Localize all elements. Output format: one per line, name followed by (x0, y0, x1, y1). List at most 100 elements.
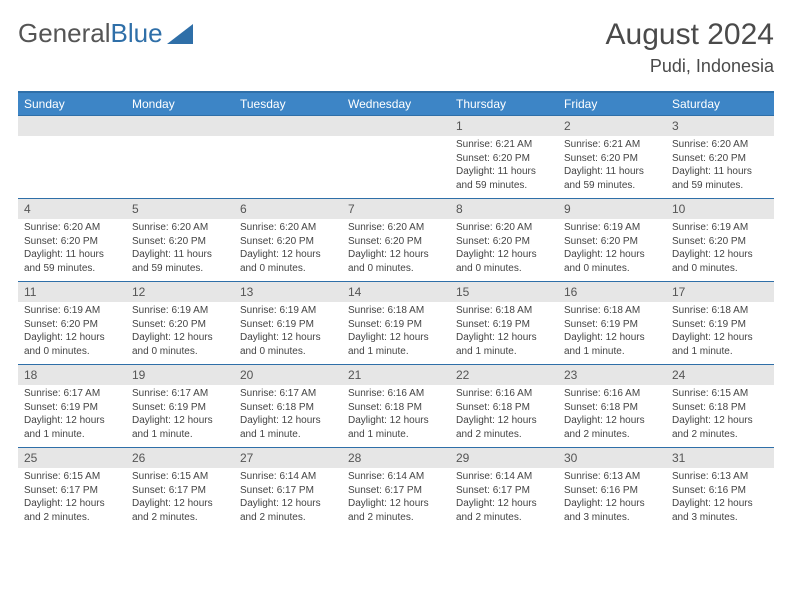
dow-saturday: Saturday (666, 93, 774, 115)
day-details: Sunrise: 6:13 AMSunset: 6:16 PMDaylight:… (558, 468, 666, 530)
daynum-row: 18192021222324 (18, 364, 774, 385)
day-details: Sunrise: 6:13 AMSunset: 6:16 PMDaylight:… (666, 468, 774, 530)
sunrise-text: Sunrise: 6:20 AM (132, 221, 228, 235)
day-details: Sunrise: 6:20 AMSunset: 6:20 PMDaylight:… (666, 136, 774, 198)
day-number: 6 (234, 199, 342, 219)
day-number: 27 (234, 448, 342, 468)
details-row: Sunrise: 6:15 AMSunset: 6:17 PMDaylight:… (18, 468, 774, 530)
daylight-text: Daylight: 12 hours and 1 minute. (132, 414, 228, 441)
day-details: Sunrise: 6:21 AMSunset: 6:20 PMDaylight:… (558, 136, 666, 198)
sunrise-text: Sunrise: 6:20 AM (456, 221, 552, 235)
sunset-text: Sunset: 6:19 PM (564, 318, 660, 332)
day-details: Sunrise: 6:18 AMSunset: 6:19 PMDaylight:… (342, 302, 450, 364)
day-number (342, 116, 450, 136)
daylight-text: Daylight: 12 hours and 0 minutes. (24, 331, 120, 358)
sunset-text: Sunset: 6:16 PM (564, 484, 660, 498)
daylight-text: Daylight: 12 hours and 1 minute. (240, 414, 336, 441)
day-details: Sunrise: 6:18 AMSunset: 6:19 PMDaylight:… (558, 302, 666, 364)
dow-wednesday: Wednesday (342, 93, 450, 115)
sunrise-text: Sunrise: 6:17 AM (24, 387, 120, 401)
sunset-text: Sunset: 6:20 PM (132, 235, 228, 249)
sunrise-text: Sunrise: 6:15 AM (24, 470, 120, 484)
sunset-text: Sunset: 6:20 PM (672, 235, 768, 249)
title-month: August 2024 (606, 18, 774, 52)
sunrise-text: Sunrise: 6:19 AM (672, 221, 768, 235)
daylight-text: Daylight: 12 hours and 1 minute. (348, 414, 444, 441)
logo-text-2: Blue (111, 18, 163, 49)
sunset-text: Sunset: 6:20 PM (24, 235, 120, 249)
daynum-row: 123 (18, 115, 774, 136)
sunset-text: Sunset: 6:17 PM (24, 484, 120, 498)
day-details: Sunrise: 6:18 AMSunset: 6:19 PMDaylight:… (666, 302, 774, 364)
day-number: 18 (18, 365, 126, 385)
day-number: 31 (666, 448, 774, 468)
sunrise-text: Sunrise: 6:17 AM (240, 387, 336, 401)
day-details: Sunrise: 6:14 AMSunset: 6:17 PMDaylight:… (450, 468, 558, 530)
day-details (18, 136, 126, 198)
sunset-text: Sunset: 6:17 PM (348, 484, 444, 498)
day-details: Sunrise: 6:20 AMSunset: 6:20 PMDaylight:… (126, 219, 234, 281)
daylight-text: Daylight: 12 hours and 1 minute. (564, 331, 660, 358)
logo-triangle-icon (167, 24, 193, 44)
day-details: Sunrise: 6:16 AMSunset: 6:18 PMDaylight:… (558, 385, 666, 447)
sunset-text: Sunset: 6:16 PM (672, 484, 768, 498)
day-number: 4 (18, 199, 126, 219)
day-number: 20 (234, 365, 342, 385)
sunset-text: Sunset: 6:18 PM (456, 401, 552, 415)
sunrise-text: Sunrise: 6:19 AM (564, 221, 660, 235)
day-number (18, 116, 126, 136)
sunrise-text: Sunrise: 6:15 AM (132, 470, 228, 484)
day-number: 23 (558, 365, 666, 385)
day-number: 11 (18, 282, 126, 302)
day-details: Sunrise: 6:19 AMSunset: 6:20 PMDaylight:… (666, 219, 774, 281)
sunset-text: Sunset: 6:17 PM (132, 484, 228, 498)
sunrise-text: Sunrise: 6:20 AM (348, 221, 444, 235)
day-number: 3 (666, 116, 774, 136)
page-header: GeneralBlue August 2024 Pudi, Indonesia (18, 18, 774, 77)
sunrise-text: Sunrise: 6:14 AM (240, 470, 336, 484)
day-details: Sunrise: 6:17 AMSunset: 6:19 PMDaylight:… (126, 385, 234, 447)
daylight-text: Daylight: 12 hours and 2 minutes. (456, 414, 552, 441)
sunrise-text: Sunrise: 6:14 AM (456, 470, 552, 484)
sunset-text: Sunset: 6:20 PM (564, 235, 660, 249)
sunrise-text: Sunrise: 6:16 AM (348, 387, 444, 401)
day-details: Sunrise: 6:15 AMSunset: 6:17 PMDaylight:… (18, 468, 126, 530)
daylight-text: Daylight: 12 hours and 0 minutes. (564, 248, 660, 275)
sunset-text: Sunset: 6:18 PM (348, 401, 444, 415)
sunset-text: Sunset: 6:19 PM (672, 318, 768, 332)
day-details: Sunrise: 6:15 AMSunset: 6:17 PMDaylight:… (126, 468, 234, 530)
daylight-text: Daylight: 12 hours and 2 minutes. (24, 497, 120, 524)
day-details: Sunrise: 6:16 AMSunset: 6:18 PMDaylight:… (450, 385, 558, 447)
sunrise-text: Sunrise: 6:20 AM (672, 138, 768, 152)
day-details: Sunrise: 6:14 AMSunset: 6:17 PMDaylight:… (234, 468, 342, 530)
sunrise-text: Sunrise: 6:20 AM (240, 221, 336, 235)
daylight-text: Daylight: 12 hours and 2 minutes. (240, 497, 336, 524)
day-number: 8 (450, 199, 558, 219)
day-details: Sunrise: 6:14 AMSunset: 6:17 PMDaylight:… (342, 468, 450, 530)
day-number: 5 (126, 199, 234, 219)
day-number: 9 (558, 199, 666, 219)
daylight-text: Daylight: 12 hours and 1 minute. (672, 331, 768, 358)
daylight-text: Daylight: 12 hours and 2 minutes. (672, 414, 768, 441)
details-row: Sunrise: 6:17 AMSunset: 6:19 PMDaylight:… (18, 385, 774, 447)
dow-tuesday: Tuesday (234, 93, 342, 115)
sunrise-text: Sunrise: 6:16 AM (564, 387, 660, 401)
sunrise-text: Sunrise: 6:18 AM (456, 304, 552, 318)
day-number: 13 (234, 282, 342, 302)
sunrise-text: Sunrise: 6:13 AM (672, 470, 768, 484)
day-details: Sunrise: 6:21 AMSunset: 6:20 PMDaylight:… (450, 136, 558, 198)
dow-thursday: Thursday (450, 93, 558, 115)
sunset-text: Sunset: 6:18 PM (240, 401, 336, 415)
details-row: Sunrise: 6:21 AMSunset: 6:20 PMDaylight:… (18, 136, 774, 198)
sunrise-text: Sunrise: 6:15 AM (672, 387, 768, 401)
calendar: Sunday Monday Tuesday Wednesday Thursday… (18, 91, 774, 530)
day-details (234, 136, 342, 198)
details-row: Sunrise: 6:19 AMSunset: 6:20 PMDaylight:… (18, 302, 774, 364)
title-location: Pudi, Indonesia (606, 56, 774, 77)
sunset-text: Sunset: 6:19 PM (240, 318, 336, 332)
sunset-text: Sunset: 6:19 PM (132, 401, 228, 415)
day-number: 1 (450, 116, 558, 136)
day-number: 22 (450, 365, 558, 385)
daylight-text: Daylight: 12 hours and 2 minutes. (132, 497, 228, 524)
daylight-text: Daylight: 12 hours and 0 minutes. (240, 248, 336, 275)
